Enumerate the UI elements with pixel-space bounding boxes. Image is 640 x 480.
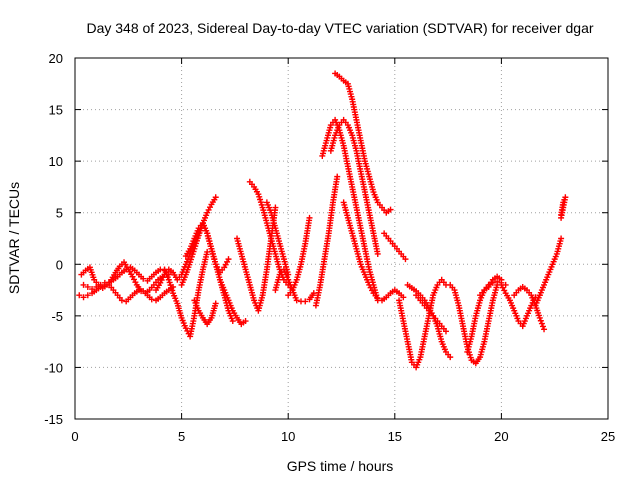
data-point bbox=[140, 275, 147, 282]
series-s24 bbox=[447, 281, 501, 367]
series-s15 bbox=[312, 173, 341, 309]
data-point bbox=[306, 214, 313, 221]
data-point bbox=[212, 194, 219, 201]
data-point-interp bbox=[537, 317, 544, 324]
data-point bbox=[374, 295, 381, 302]
x-tick-label: 15 bbox=[388, 429, 402, 444]
series-s30 bbox=[558, 194, 569, 221]
y-tick-label: -5 bbox=[51, 309, 63, 324]
data-point bbox=[93, 283, 100, 290]
series-s9 bbox=[216, 276, 249, 328]
data-point bbox=[84, 292, 91, 299]
data-point bbox=[400, 294, 407, 301]
data-point bbox=[447, 354, 454, 361]
series-s17 bbox=[332, 70, 394, 216]
data-point-interp bbox=[538, 320, 545, 327]
data-point bbox=[402, 256, 409, 263]
y-tick-label: -10 bbox=[44, 360, 63, 375]
data-point bbox=[80, 281, 87, 288]
data-point bbox=[84, 283, 91, 290]
y-axis-label: SDTVAR / TECUs bbox=[6, 182, 22, 294]
y-tick-label: 10 bbox=[49, 154, 63, 169]
series-s18 bbox=[327, 116, 381, 257]
series-s23 bbox=[413, 292, 449, 335]
series-s3 bbox=[80, 279, 177, 305]
data-point bbox=[334, 173, 341, 180]
data-point bbox=[498, 276, 505, 283]
data-point bbox=[148, 296, 155, 303]
series-s21 bbox=[396, 276, 449, 371]
data-point bbox=[229, 318, 236, 325]
data-point bbox=[76, 292, 83, 299]
series-s26 bbox=[477, 273, 505, 299]
data-point bbox=[558, 211, 565, 218]
y-tick-label: 0 bbox=[56, 257, 63, 272]
series-s28 bbox=[511, 283, 548, 333]
data-point bbox=[101, 279, 108, 286]
series-s7 bbox=[182, 220, 236, 325]
y-tick-label: 5 bbox=[56, 206, 63, 221]
data-point bbox=[387, 206, 394, 213]
x-tick-label: 25 bbox=[601, 429, 615, 444]
y-tick-label: 15 bbox=[49, 103, 63, 118]
data-point bbox=[541, 326, 548, 333]
y-tick-label: 20 bbox=[49, 51, 63, 66]
x-tick-label: 10 bbox=[281, 429, 295, 444]
data-point bbox=[212, 300, 219, 307]
data-point bbox=[225, 256, 232, 263]
plot-frame bbox=[74, 57, 609, 420]
series-s8 bbox=[191, 297, 219, 328]
series-s20 bbox=[381, 230, 409, 263]
y-tick-label: -15 bbox=[44, 412, 63, 427]
data-point-interp bbox=[539, 323, 546, 330]
grid-layer bbox=[75, 58, 608, 419]
data-point bbox=[293, 297, 300, 304]
data-point bbox=[272, 204, 279, 211]
x-tick-label: 20 bbox=[494, 429, 508, 444]
x-tick-label: 0 bbox=[71, 429, 78, 444]
data-point bbox=[118, 297, 125, 304]
series-s29 bbox=[532, 235, 565, 309]
data-point bbox=[558, 235, 565, 242]
data-point bbox=[494, 278, 501, 285]
chart-title: Day 348 of 2023, Sidereal Day-to-day VTE… bbox=[86, 20, 593, 36]
data-point bbox=[97, 281, 104, 288]
series-s14 bbox=[285, 214, 313, 299]
series-s19 bbox=[340, 199, 407, 304]
x-axis-label: GPS time / hours bbox=[287, 458, 394, 474]
data-point bbox=[89, 286, 96, 293]
x-tick-label: 5 bbox=[178, 429, 185, 444]
data-point bbox=[302, 298, 309, 305]
data-point bbox=[536, 314, 543, 321]
data-point bbox=[80, 294, 87, 301]
data-point bbox=[242, 318, 249, 325]
data-point bbox=[442, 328, 449, 335]
data-point bbox=[374, 250, 381, 257]
data-point bbox=[135, 287, 142, 294]
data-points bbox=[76, 70, 569, 371]
tick-layer: 0 5 10 15 20 25 -15 -10 -5 0 5 10 15 20 bbox=[44, 51, 615, 444]
